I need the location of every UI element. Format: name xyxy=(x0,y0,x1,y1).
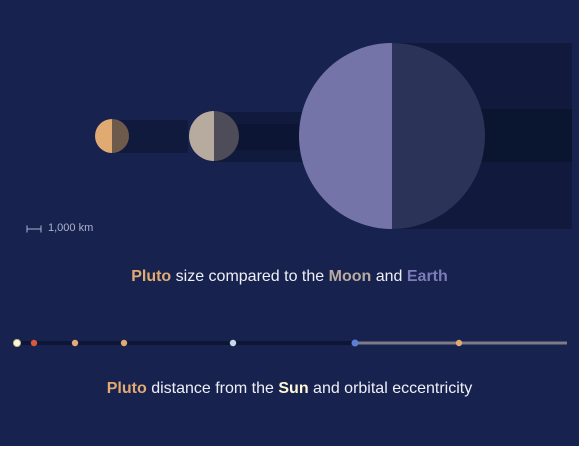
caption-text: distance from the xyxy=(146,380,279,397)
caption-moon: Moon xyxy=(328,268,372,285)
pluto-disc xyxy=(95,119,129,153)
earth-disc xyxy=(299,43,485,229)
scale-label: 1,000 km xyxy=(48,222,94,234)
earth-marker xyxy=(120,339,128,347)
caption-text: and orbital eccentricity xyxy=(308,380,473,397)
pluto-perihelion-marker xyxy=(351,339,359,347)
caption-earth: Earth xyxy=(406,268,448,285)
caption-text: and xyxy=(371,268,407,285)
mercury-marker xyxy=(30,339,38,347)
sun-marker xyxy=(13,339,21,347)
caption-pluto: Pluto xyxy=(106,380,147,397)
distance-markers xyxy=(13,339,463,347)
scale-bar-icon xyxy=(26,225,42,233)
venus-marker xyxy=(71,339,79,347)
caption-sun: Sun xyxy=(278,380,309,397)
caption-text: size compared to the xyxy=(171,268,329,285)
size-caption: Pluto size compared to the Moon and Eart… xyxy=(0,268,579,286)
caption-pluto: Pluto xyxy=(131,268,172,285)
distance-caption: Pluto distance from the Sun and orbital … xyxy=(0,380,579,398)
moon-disc xyxy=(189,111,239,161)
mars-marker xyxy=(229,339,237,347)
pluto-aphelion-marker xyxy=(455,339,463,347)
